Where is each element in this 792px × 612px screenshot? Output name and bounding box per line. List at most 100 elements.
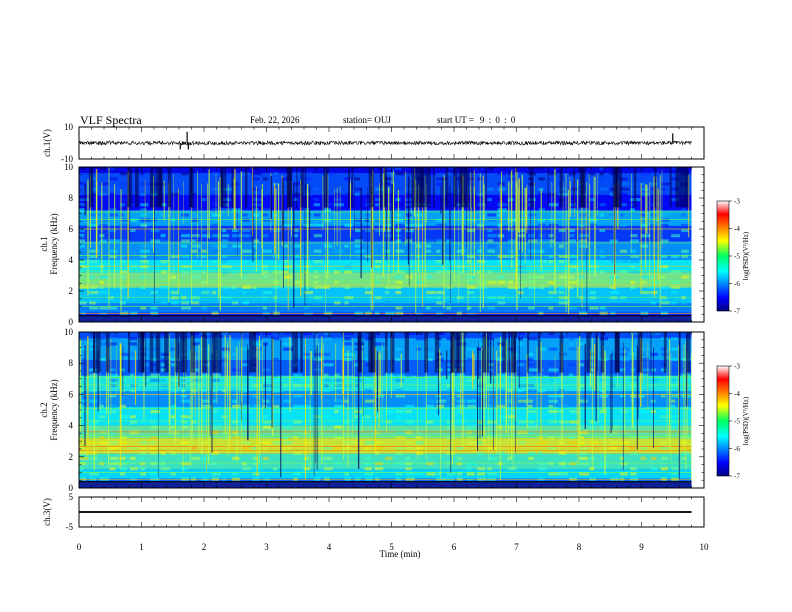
spectrogram-cell [456, 296, 464, 300]
spectrogram-cell [109, 254, 117, 258]
spectrogram-gap [511, 332, 516, 373]
spectrogram-cell [272, 441, 282, 445]
spectrogram-cell [497, 358, 505, 362]
spectrogram-cell [252, 456, 259, 460]
spectrogram-cell [538, 462, 547, 466]
spectrogram-gap [137, 332, 139, 373]
spectrogram-cell [548, 368, 559, 372]
x-tick-label: 0 [77, 542, 82, 552]
spectrogram-cell [364, 441, 375, 445]
spectrogram-cell [283, 384, 288, 388]
spectrogram-gap [685, 167, 689, 208]
spectrogram-cell [436, 218, 446, 222]
spectrogram-cell [283, 332, 291, 336]
spectrogram-cell [283, 285, 292, 289]
spectrogram-cell [405, 410, 412, 414]
spectrogram-cell [385, 167, 395, 171]
spectrogram-cell [517, 394, 526, 398]
spectrogram-cell [119, 270, 127, 274]
spectrogram-cell [640, 384, 646, 388]
spectrogram-cell [119, 389, 126, 393]
spectrogram-cell [99, 167, 107, 171]
spectrogram-cell [79, 467, 84, 471]
spectrogram-cell [89, 472, 99, 476]
spectrogram-cell [313, 270, 319, 274]
spectrogram-cell [507, 467, 517, 471]
spectrogram-cell [191, 208, 199, 212]
spectrogram-cell [395, 218, 404, 222]
spectrogram-cell [293, 285, 298, 289]
spectrogram-cell [660, 446, 670, 450]
spectrogram-cell [660, 223, 669, 227]
spectrogram-cell [671, 301, 677, 305]
spectrogram-cell [232, 270, 238, 274]
spectrogram-cell [364, 399, 375, 403]
spectrogram-cell [446, 363, 455, 367]
spectrogram-cell [334, 291, 343, 295]
spectrogram-cell [395, 244, 401, 248]
spectrogram-gap [680, 167, 684, 208]
spectrogram-cell [99, 182, 110, 186]
spectrogram-cell [558, 254, 568, 258]
spectrogram-cell [324, 363, 334, 367]
spectrogram-gap [175, 332, 180, 373]
spectrogram-cell [640, 368, 650, 372]
spectrogram-cell [109, 249, 118, 253]
spectrogram-cell [79, 265, 87, 269]
spectrogram-cell [620, 213, 625, 217]
spectrogram-cell [375, 415, 381, 419]
spectrogram-cell [303, 467, 311, 471]
spectrogram-cell [579, 436, 585, 440]
spectrogram-cell [558, 275, 567, 279]
spectrogram-cell [334, 337, 344, 341]
spectrogram-cell [569, 306, 577, 310]
spectrogram-cell [140, 223, 148, 227]
spectrogram-cell [252, 187, 259, 191]
spectrogram-cell [405, 467, 412, 471]
spectrogram-cell [395, 270, 405, 274]
spectrogram-cell [599, 229, 606, 233]
spectrogram-cell [109, 430, 115, 434]
spectrogram-cell [640, 394, 646, 398]
spectrogram-cell [589, 265, 599, 269]
spectrogram-cell [89, 291, 99, 295]
spectrogram-cell [181, 244, 188, 248]
spectrogram-cell [620, 270, 628, 274]
spectrogram-cell [620, 167, 629, 171]
spectrogram-cell [630, 265, 635, 269]
spectrogram-cell [160, 467, 171, 471]
spectrogram-cell [558, 285, 564, 289]
spectrogram-cell [344, 285, 351, 289]
spectrogram-cell [324, 285, 330, 289]
spectrogram-cell [466, 378, 473, 382]
spectrogram-cell [395, 203, 405, 207]
spectrogram-gap [411, 167, 416, 208]
spectrogram-cell [170, 451, 176, 455]
spectrogram-cell [426, 404, 434, 408]
spectrogram-cell [456, 249, 466, 253]
spectrogram-cell [466, 467, 472, 471]
spectrogram-cell [528, 373, 533, 377]
waveform-trace [78, 140, 692, 147]
spectrogram-cell [426, 363, 433, 367]
spectrogram-cell [313, 187, 320, 191]
spectrogram-cell [375, 275, 380, 279]
spectrogram-cell [497, 172, 507, 176]
spectrogram-cell [671, 425, 679, 429]
spectrogram-cell [140, 446, 147, 450]
spectrogram-cell [272, 177, 278, 181]
ch1-spec-ylabel-2: Frequency (kHz) [49, 213, 59, 274]
spectrogram-cell [211, 430, 218, 434]
spectrogram-cell [385, 270, 391, 274]
spectrogram-cell [579, 352, 585, 356]
spectrogram-cell [262, 446, 268, 450]
spectrogram-cell [79, 394, 87, 398]
spectrogram-cell [395, 373, 405, 377]
spectrogram-cell [272, 172, 279, 176]
spectrogram-cell [671, 358, 679, 362]
spectrogram-cell [487, 244, 497, 248]
spectrogram-cell [334, 208, 341, 212]
spectrogram-cell [569, 265, 578, 269]
spectrogram-cell [283, 223, 293, 227]
y-tick-label: 2 [69, 286, 74, 296]
